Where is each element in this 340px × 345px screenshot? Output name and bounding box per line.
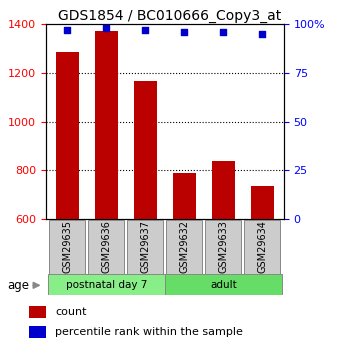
Point [221, 29, 226, 35]
Bar [128, 220, 163, 274]
Point [143, 27, 148, 33]
Point [65, 27, 70, 33]
Text: GDS1854 / BC010666_Copy3_at: GDS1854 / BC010666_Copy3_at [58, 9, 282, 23]
Text: adult: adult [210, 280, 237, 289]
Text: GSM29636: GSM29636 [101, 220, 112, 273]
Text: GSM29635: GSM29635 [62, 220, 72, 273]
Text: age: age [7, 279, 29, 292]
Bar [29, 306, 46, 318]
Bar [49, 220, 85, 274]
Bar [212, 161, 235, 219]
Text: GSM29637: GSM29637 [140, 220, 150, 273]
Point [260, 31, 265, 37]
Point [104, 25, 109, 31]
Text: GSM29633: GSM29633 [218, 220, 228, 273]
Bar [251, 186, 274, 219]
Text: percentile rank within the sample: percentile rank within the sample [55, 327, 243, 337]
Bar [165, 274, 282, 295]
Bar [134, 81, 157, 219]
Bar [205, 220, 241, 274]
Bar [173, 173, 196, 219]
Text: count: count [55, 307, 87, 317]
Point [182, 29, 187, 35]
Bar [88, 220, 124, 274]
Bar [29, 326, 46, 337]
Bar [167, 220, 202, 274]
Text: postnatal day 7: postnatal day 7 [66, 280, 147, 289]
Bar [56, 52, 79, 219]
Bar [244, 220, 280, 274]
Bar [95, 31, 118, 219]
Text: GSM29634: GSM29634 [257, 220, 268, 273]
Bar [48, 274, 165, 295]
Text: GSM29632: GSM29632 [180, 220, 189, 273]
